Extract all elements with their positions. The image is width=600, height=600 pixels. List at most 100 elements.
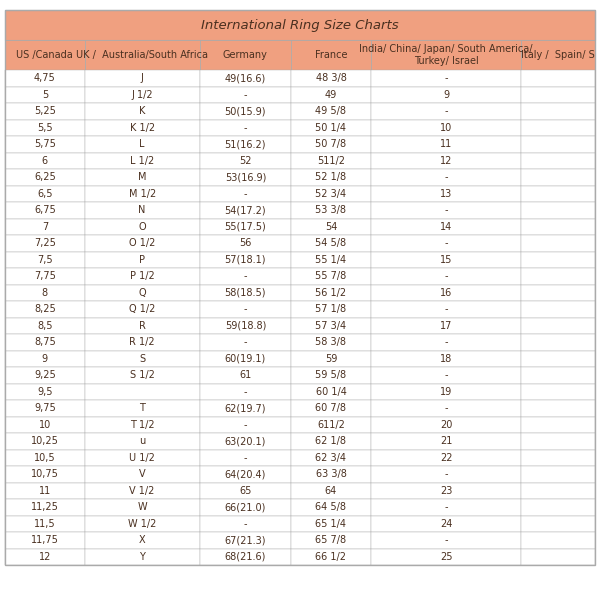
Bar bbox=[85, 136, 200, 152]
Text: S 1/2: S 1/2 bbox=[130, 370, 155, 380]
Text: J 1/2: J 1/2 bbox=[131, 90, 153, 100]
Text: 21: 21 bbox=[440, 436, 452, 446]
Bar bbox=[85, 235, 200, 251]
Bar bbox=[200, 103, 291, 119]
Bar bbox=[291, 515, 371, 532]
Bar bbox=[521, 466, 595, 482]
Bar bbox=[291, 86, 371, 103]
Bar bbox=[85, 202, 200, 218]
Bar bbox=[371, 235, 521, 251]
Bar bbox=[371, 548, 521, 565]
Bar bbox=[371, 334, 521, 350]
Text: 63 3/8: 63 3/8 bbox=[316, 469, 346, 479]
Text: 7,75: 7,75 bbox=[34, 271, 56, 281]
Text: -: - bbox=[444, 238, 448, 248]
Text: 16: 16 bbox=[440, 288, 452, 298]
Text: -: - bbox=[444, 106, 448, 116]
Bar bbox=[5, 301, 85, 317]
Text: X: X bbox=[139, 535, 145, 545]
Bar bbox=[5, 185, 85, 202]
Bar bbox=[5, 532, 85, 548]
Bar bbox=[85, 367, 200, 383]
Bar bbox=[5, 40, 85, 70]
Text: 63(20.1): 63(20.1) bbox=[225, 436, 266, 446]
Text: K 1/2: K 1/2 bbox=[130, 123, 155, 133]
Bar bbox=[291, 218, 371, 235]
Text: 54(17.2): 54(17.2) bbox=[224, 205, 266, 215]
Text: 61: 61 bbox=[239, 370, 251, 380]
Text: 10,75: 10,75 bbox=[31, 469, 59, 479]
Text: 13: 13 bbox=[440, 189, 452, 199]
Text: -: - bbox=[244, 519, 247, 529]
Bar bbox=[5, 136, 85, 152]
Text: 10: 10 bbox=[39, 420, 51, 430]
Bar bbox=[371, 367, 521, 383]
Bar bbox=[85, 103, 200, 119]
Bar bbox=[5, 433, 85, 449]
Bar bbox=[85, 532, 200, 548]
Text: -: - bbox=[444, 403, 448, 413]
Text: 56 1/2: 56 1/2 bbox=[316, 288, 347, 298]
Bar bbox=[291, 40, 371, 70]
Bar bbox=[85, 70, 200, 86]
Text: 62 3/4: 62 3/4 bbox=[316, 453, 346, 463]
Bar bbox=[85, 218, 200, 235]
Text: 50 1/4: 50 1/4 bbox=[316, 123, 346, 133]
Bar bbox=[371, 268, 521, 284]
Bar bbox=[5, 86, 85, 103]
Text: 48 3/8: 48 3/8 bbox=[316, 73, 346, 83]
Bar bbox=[5, 119, 85, 136]
Bar bbox=[371, 284, 521, 301]
Bar bbox=[521, 235, 595, 251]
Text: 59 5/8: 59 5/8 bbox=[316, 370, 347, 380]
Bar bbox=[291, 70, 371, 86]
Bar bbox=[5, 400, 85, 416]
Bar bbox=[371, 350, 521, 367]
Bar bbox=[200, 499, 291, 515]
Text: 11: 11 bbox=[39, 486, 51, 496]
Bar bbox=[200, 185, 291, 202]
Bar bbox=[5, 218, 85, 235]
Text: 64 5/8: 64 5/8 bbox=[316, 502, 346, 512]
Bar bbox=[371, 251, 521, 268]
Bar bbox=[85, 548, 200, 565]
Bar bbox=[521, 449, 595, 466]
Text: 9,5: 9,5 bbox=[37, 387, 53, 397]
Bar bbox=[85, 334, 200, 350]
Text: 66 1/2: 66 1/2 bbox=[316, 552, 346, 562]
Bar bbox=[5, 334, 85, 350]
Bar bbox=[200, 317, 291, 334]
Text: 59: 59 bbox=[325, 354, 337, 364]
Bar bbox=[371, 103, 521, 119]
Text: 11: 11 bbox=[440, 139, 452, 149]
Bar bbox=[85, 185, 200, 202]
Text: -: - bbox=[444, 304, 448, 314]
Bar bbox=[5, 317, 85, 334]
Text: 6: 6 bbox=[42, 156, 48, 166]
Bar bbox=[200, 268, 291, 284]
Bar bbox=[291, 268, 371, 284]
Bar bbox=[521, 169, 595, 185]
Text: 22: 22 bbox=[440, 453, 452, 463]
Text: 57 1/8: 57 1/8 bbox=[316, 304, 347, 314]
Text: 65 7/8: 65 7/8 bbox=[316, 535, 347, 545]
Text: France: France bbox=[315, 50, 347, 60]
Bar bbox=[291, 532, 371, 548]
Bar bbox=[521, 416, 595, 433]
Bar bbox=[85, 317, 200, 334]
Bar bbox=[371, 499, 521, 515]
Bar bbox=[521, 70, 595, 86]
Bar bbox=[371, 482, 521, 499]
Bar bbox=[521, 334, 595, 350]
Bar bbox=[200, 367, 291, 383]
Text: 17: 17 bbox=[440, 321, 452, 331]
Text: V: V bbox=[139, 469, 145, 479]
Bar bbox=[521, 268, 595, 284]
Bar bbox=[291, 301, 371, 317]
Text: W: W bbox=[137, 502, 147, 512]
Text: 49: 49 bbox=[325, 90, 337, 100]
Text: -: - bbox=[244, 420, 247, 430]
Bar bbox=[291, 169, 371, 185]
Bar bbox=[85, 152, 200, 169]
Text: W 1/2: W 1/2 bbox=[128, 519, 157, 529]
